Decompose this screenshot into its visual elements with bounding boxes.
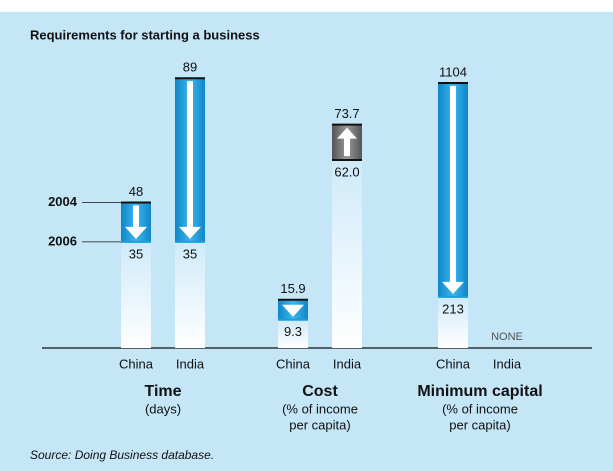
panel-subtitle: per capita)	[449, 417, 510, 432]
x-tick-label: China	[276, 356, 311, 371]
legend-label: 2004	[48, 194, 78, 209]
arrow	[337, 127, 357, 139]
base-bar	[175, 241, 205, 348]
base-bar	[438, 296, 468, 348]
panel-subtitle: (days)	[145, 401, 181, 416]
panel-title: Cost	[302, 383, 338, 400]
value-label: 89	[183, 60, 197, 75]
chart-title: Requirements for starting a business	[30, 27, 260, 42]
arrow	[442, 281, 464, 294]
x-tick-label: China	[119, 356, 154, 371]
arrow-shaft	[133, 205, 139, 228]
value-label: 1104	[439, 64, 467, 79]
arrow	[282, 304, 304, 317]
x-tick-label: India	[176, 356, 205, 371]
panel-subtitle: (% of income	[282, 401, 358, 416]
base-bar	[121, 241, 151, 348]
legend-label: 2006	[48, 233, 77, 248]
source: Source: Doing Business database.	[30, 448, 214, 462]
value-label: 35	[183, 246, 197, 261]
value-label: 213	[442, 301, 464, 316]
arrow-shaft	[450, 86, 456, 283]
arrow	[125, 226, 147, 239]
value-label: 9.3	[284, 324, 302, 339]
panel-title: Minimum capital	[417, 383, 542, 400]
x-tick-label: China	[436, 356, 471, 371]
value-label: 62.0	[334, 164, 359, 179]
arrow	[179, 226, 201, 239]
value-label: 15.9	[280, 281, 305, 296]
x-tick-label: India	[493, 356, 522, 371]
annotation: NONE	[491, 331, 523, 343]
value-label: 35	[129, 246, 143, 261]
panel-subtitle: (% of income	[442, 401, 518, 416]
value-label: 73.7	[334, 106, 359, 121]
panel-title: Time	[144, 383, 181, 400]
top-strip	[0, 0, 613, 12]
base-bar	[278, 319, 308, 348]
base-bar	[332, 160, 362, 348]
x-tick-label: India	[333, 356, 362, 371]
arrow-shaft	[187, 81, 193, 228]
arrow-shaft	[344, 137, 350, 157]
panel-subtitle: per capita)	[289, 417, 350, 432]
value-label: 48	[129, 184, 143, 199]
